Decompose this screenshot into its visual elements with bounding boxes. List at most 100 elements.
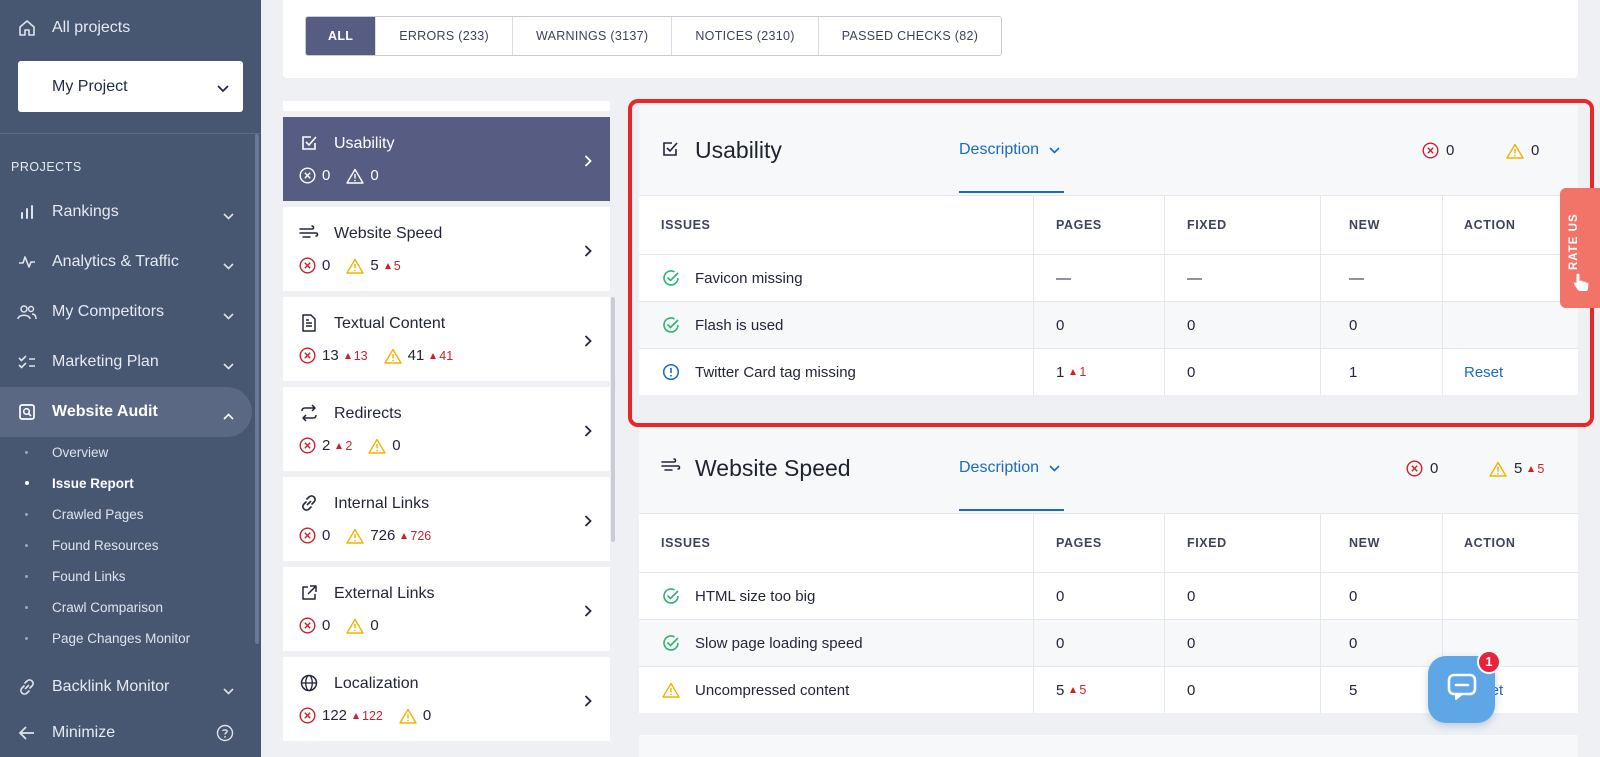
error-icon: [299, 347, 316, 364]
submenu-issue-report[interactable]: Issue Report: [0, 468, 252, 499]
tab-all[interactable]: ALL: [306, 17, 377, 55]
chat-bubble-icon: [1447, 673, 1477, 706]
category-name: Textual Content: [334, 315, 446, 332]
sidebar-item-competitors[interactable]: My Competitors: [0, 287, 252, 337]
category-name: Usability: [334, 135, 395, 152]
website-audit-submenu: Overview Issue Report Crawled Pages Foun…: [0, 437, 252, 654]
issue-name[interactable]: Flash is used: [695, 316, 784, 334]
col-issues[interactable]: ISSUES: [639, 196, 1034, 254]
project-selector[interactable]: My Project: [18, 61, 243, 112]
passed-check-icon: [661, 586, 681, 606]
panel-title: Usability: [695, 137, 782, 163]
all-projects-link[interactable]: All projects: [0, 0, 261, 55]
sidebar-item-website-audit[interactable]: Website Audit: [0, 387, 252, 437]
sidebar-item-analytics[interactable]: Analytics & Traffic: [0, 237, 252, 287]
document-icon: [299, 313, 319, 333]
passed-check-icon: [661, 315, 681, 335]
panel-error-count: 0: [1422, 142, 1454, 159]
issue-name[interactable]: Uncompressed content: [695, 681, 850, 699]
sidebar-scrollbar[interactable]: [255, 134, 259, 644]
tab-passed-checks[interactable]: PASSED CHECKS (82): [841, 29, 979, 43]
category-stats: 0 0: [299, 617, 395, 634]
sidebar-item-marketing-plan[interactable]: Marketing Plan: [0, 337, 252, 387]
sidebar-item-label: Rankings: [52, 203, 119, 220]
category-stats: 0 5 5: [299, 257, 417, 274]
category-stats: 0 0: [299, 167, 395, 184]
description-toggle[interactable]: Description: [959, 141, 1060, 159]
col-fixed[interactable]: FIXED: [1165, 514, 1321, 572]
table-row[interactable]: Slow page loading speed 0 0 0: [639, 619, 1578, 666]
tab-errors[interactable]: ERRORS (233): [376, 17, 513, 55]
warning-delta: 5: [1528, 462, 1544, 476]
all-projects-label: All projects: [52, 18, 131, 36]
error-count: 122 122: [299, 707, 383, 724]
audit-search-icon: [17, 402, 37, 422]
error-count: 2 2: [299, 437, 352, 454]
category-stats: 122 122 0: [299, 707, 447, 724]
error-icon: [299, 617, 316, 634]
sidebar-item-label: Marketing Plan: [52, 353, 159, 370]
warning-delta: 41: [430, 349, 453, 363]
pages-value: —: [1056, 269, 1071, 287]
panel-title: Website Speed: [695, 455, 851, 481]
col-new[interactable]: NEW: [1321, 514, 1443, 572]
warning-count: 0: [346, 167, 379, 184]
warning-icon: [346, 258, 365, 274]
description-toggle[interactable]: Description: [959, 459, 1060, 477]
submenu-crawl-comparison[interactable]: Crawl Comparison: [0, 592, 252, 623]
category-redirects[interactable]: Redirects 2 2 0: [283, 387, 610, 471]
col-new[interactable]: NEW: [1321, 196, 1443, 254]
hand-pointer-icon: [1572, 272, 1590, 297]
warning-count: 726 726: [346, 527, 431, 544]
tab-notices[interactable]: NOTICES (2310): [672, 17, 819, 55]
pages-delta: 5: [1070, 683, 1086, 697]
reset-link[interactable]: Reset: [1464, 363, 1504, 381]
pages-value[interactable]: 5: [1056, 681, 1065, 699]
issue-name[interactable]: HTML size too big: [695, 587, 816, 605]
category-internal-links[interactable]: Internal Links 0 726 726: [283, 477, 610, 561]
issue-name[interactable]: Twitter Card tag missing: [695, 363, 856, 381]
next-panel-edge: [639, 735, 1578, 757]
error-delta: 2: [336, 439, 352, 453]
category-usability[interactable]: Usability 0 0: [283, 117, 610, 201]
globe-icon: [299, 673, 319, 693]
pages-value: 0: [1056, 587, 1065, 605]
col-pages[interactable]: PAGES: [1034, 514, 1165, 572]
submenu-overview[interactable]: Overview: [0, 437, 252, 468]
issue-name[interactable]: Favicon missing: [695, 269, 803, 287]
error-icon: [299, 527, 316, 544]
table-header-row: ISSUES PAGES FIXED NEW ACTION: [639, 513, 1578, 572]
sidebar: All projects My Project PROJECTS Ranking…: [0, 0, 261, 757]
col-issues[interactable]: ISSUES: [639, 514, 1034, 572]
sidebar-item-backlink-monitor[interactable]: Backlink Monitor: [0, 662, 252, 712]
chevron-down-icon: [217, 80, 229, 98]
category-textual-content[interactable]: Textual Content 13 13 41 41: [283, 297, 610, 381]
issue-name[interactable]: Slow page loading speed: [695, 634, 863, 652]
col-fixed[interactable]: FIXED: [1165, 196, 1321, 254]
minimize-label: Minimize: [52, 724, 116, 741]
submenu-found-links[interactable]: Found Links: [0, 561, 252, 592]
category-website-speed[interactable]: Website Speed 0 5 5: [283, 207, 610, 291]
category-external-links[interactable]: External Links 0 0: [283, 567, 610, 651]
minimize-button[interactable]: Minimize: [0, 713, 252, 753]
new-value: 0: [1349, 316, 1358, 334]
col-pages[interactable]: PAGES: [1034, 196, 1165, 254]
submenu-page-changes-monitor[interactable]: Page Changes Monitor: [0, 623, 252, 654]
category-name: Redirects: [334, 405, 402, 422]
table-row[interactable]: HTML size too big 0 0 0: [639, 572, 1578, 619]
sidebar-item-rankings[interactable]: Rankings: [0, 187, 252, 237]
tab-warnings[interactable]: WARNINGS (3137): [513, 17, 673, 55]
pulse-icon: [17, 252, 37, 272]
submenu-crawled-pages[interactable]: Crawled Pages: [0, 499, 252, 530]
category-list-scrollbar[interactable]: [611, 297, 615, 542]
submenu-found-resources[interactable]: Found Resources: [0, 530, 252, 561]
table-row[interactable]: Favicon missing — — —: [639, 254, 1578, 301]
new-value: 0: [1349, 587, 1358, 605]
table-row[interactable]: Flash is used 0 0 0: [639, 301, 1578, 348]
help-icon[interactable]: [216, 724, 234, 747]
rate-us-tab[interactable]: RATE US: [1560, 188, 1600, 308]
pages-value[interactable]: 1: [1056, 363, 1065, 381]
category-localization[interactable]: Localization 122 122 0: [283, 657, 610, 741]
chevron-down-icon: [223, 207, 234, 225]
